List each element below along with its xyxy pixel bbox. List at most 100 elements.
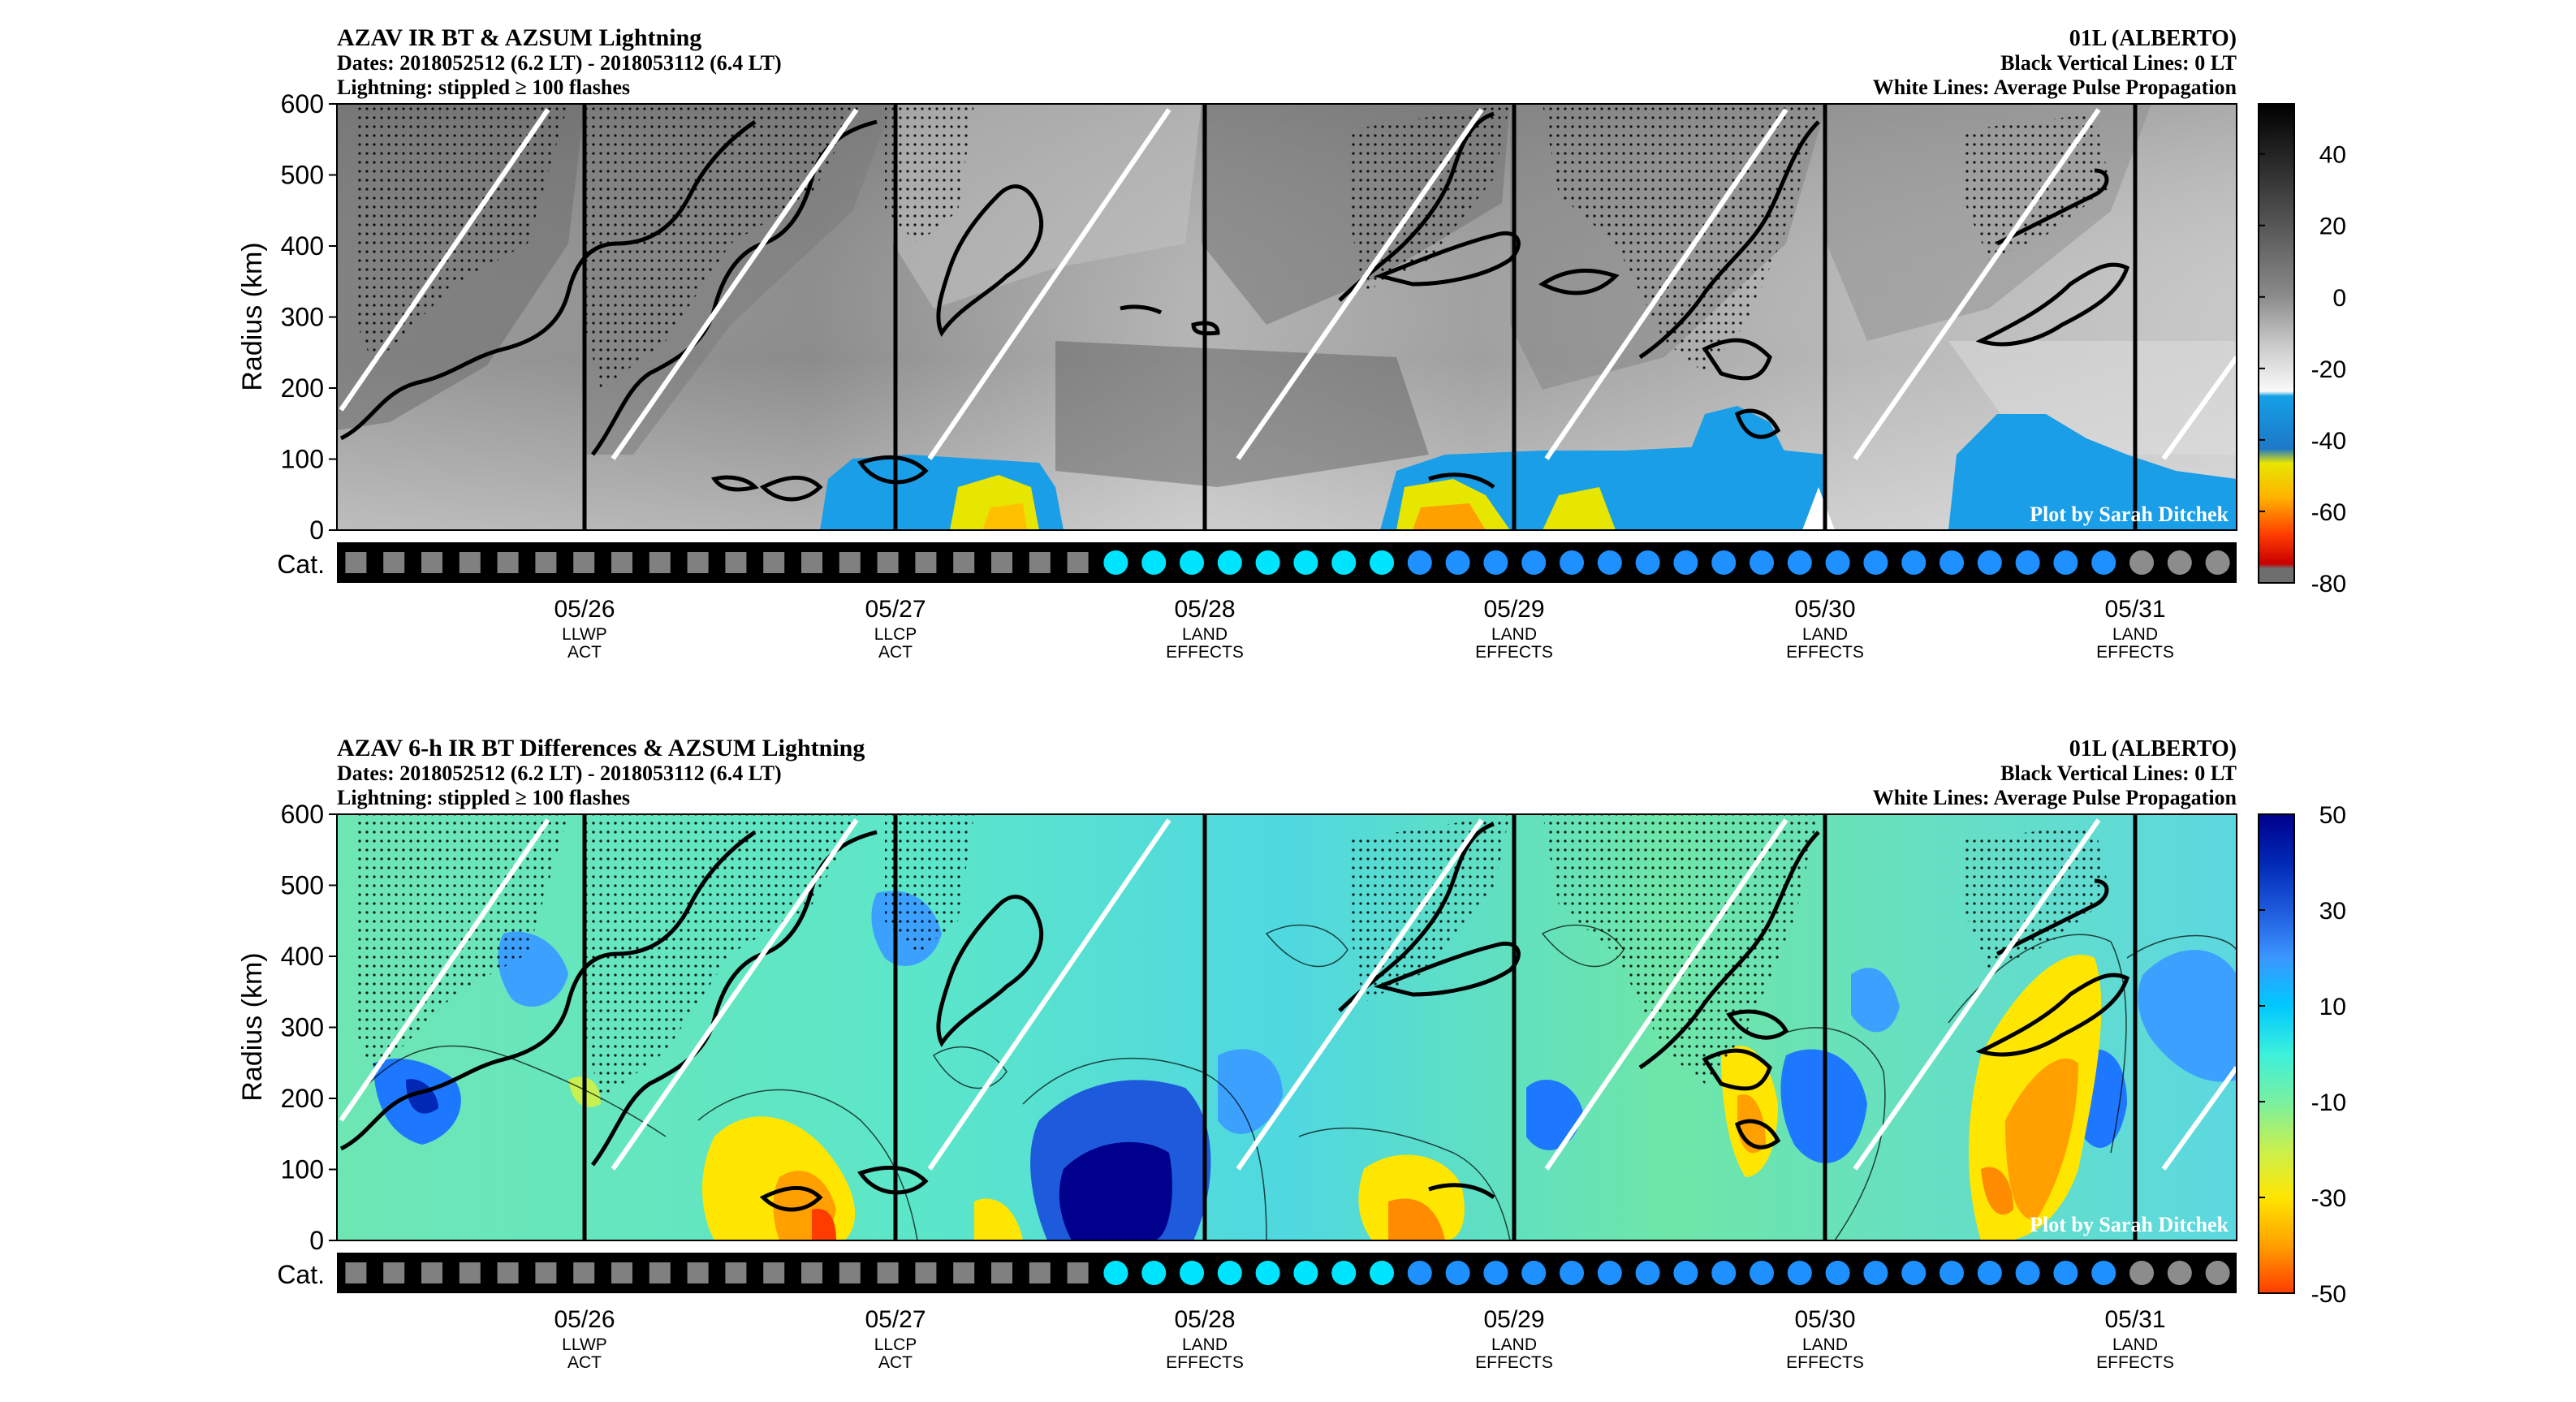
x-tick-label: 05/26 <box>554 596 615 623</box>
category-marker <box>1331 550 1357 575</box>
vline-note: Black Vertical Lines: 0 LT <box>2000 51 2237 75</box>
y-tick-label: 100 <box>281 445 324 474</box>
panel-title: AZAV 6-h IR BT Differences & AZSUM Light… <box>337 735 865 761</box>
y-axis: 0 100 200 300 400 500 600 <box>281 89 337 545</box>
colorbar-tick-label: 50 <box>2319 802 2346 829</box>
category-marker <box>1217 1261 1242 1285</box>
x-event-label: LAND <box>2112 1335 2158 1354</box>
category-marker <box>2129 550 2154 575</box>
x-event-label: LAND <box>1802 625 1848 644</box>
colorbar-tick-label: 20 <box>2319 214 2346 240</box>
category-marker <box>1863 1261 1888 1285</box>
category-marker <box>573 552 595 573</box>
x-event-label: ACT <box>878 1353 913 1372</box>
category-marker <box>2167 1261 2192 1285</box>
category-marker <box>1597 1261 1622 1285</box>
category-marker <box>1901 1261 1927 1285</box>
panel-title: AZAV IR BT & AZSUM Lightning <box>337 24 701 51</box>
category-marker <box>611 1262 632 1283</box>
category-marker <box>1255 1261 1280 1285</box>
y-tick-label: 0 <box>309 1226 324 1255</box>
category-marker <box>421 552 442 573</box>
category-marker <box>1141 1261 1167 1285</box>
category-marker <box>1711 550 1737 575</box>
category-marker <box>459 1262 481 1283</box>
x-tick-label: 05/29 <box>1483 596 1544 623</box>
y-tick-label: 200 <box>281 373 324 403</box>
whiteline-note: White Lines: Average Pulse Propagation <box>1873 75 2237 99</box>
category-marker <box>953 1262 975 1283</box>
heatmap-ir-bt-diff: Plot by Sarah Ditchek <box>337 814 2237 1240</box>
category-marker <box>1901 550 1927 575</box>
category-marker <box>1067 552 1089 573</box>
category-marker <box>497 552 519 573</box>
category-marker <box>649 552 671 573</box>
colorbar-tick-label: -60 <box>2311 499 2346 526</box>
x-event-label: LAND <box>1491 625 1537 644</box>
lightning-note: Lightning: stippled ≥ 100 flashes <box>337 786 630 809</box>
category-marker <box>2091 550 2116 575</box>
colorbar-tick-label: 10 <box>2319 994 2346 1020</box>
category-marker <box>953 552 975 573</box>
category-marker <box>1407 550 1432 575</box>
x-event-label: EFFECTS <box>2096 1353 2174 1372</box>
category-marker <box>1103 550 1128 575</box>
panel-dates: Dates: 2018052512 (6.2 LT) - 2018053112 … <box>337 761 782 785</box>
colorbar-ticks: 50 30 10 -10 -30 -50 <box>2259 802 2346 1308</box>
category-markers <box>345 1261 2230 1285</box>
category-marker <box>1445 1261 1470 1285</box>
x-event-label: EFFECTS <box>1786 1353 1864 1372</box>
colorbar-tick-label: 30 <box>2319 898 2346 925</box>
category-marker <box>877 552 899 573</box>
category-marker <box>345 1262 367 1283</box>
x-event-label: LLWP <box>562 625 607 644</box>
category-marker <box>1560 1261 1584 1285</box>
panel-ir-bt-diff: AZAV 6-h IR BT Differences & AZSUM Light… <box>237 735 2346 1372</box>
category-marker <box>915 1262 937 1283</box>
category-marker <box>1977 1261 2002 1285</box>
x-event-label: ACT <box>567 643 602 662</box>
category-marker <box>1521 1261 1547 1285</box>
y-tick-label: 500 <box>281 161 324 190</box>
category-marker <box>1711 1261 1737 1285</box>
category-marker <box>2015 550 2040 575</box>
x-tick-label: 05/27 <box>865 596 926 623</box>
x-event-label: LLCP <box>874 1335 917 1354</box>
x-event-label: LAND <box>1182 1335 1228 1354</box>
x-tick-label: 05/29 <box>1483 1306 1544 1333</box>
category-marker <box>1635 550 1660 575</box>
category-marker <box>1787 550 1812 575</box>
colorbar-ticks: 40 20 0 -20 -40 -60 -80 <box>2259 142 2346 597</box>
x-tick-label: 05/28 <box>1174 1306 1235 1333</box>
storm-name: 01L (ALBERTO) <box>2069 26 2237 51</box>
category-marker <box>1141 550 1167 575</box>
category-label: Cat. <box>277 550 325 579</box>
colorbar <box>2258 103 2295 584</box>
category-marker <box>991 552 1012 573</box>
category-marker <box>1445 550 1470 575</box>
y-tick-label: 400 <box>281 231 324 261</box>
category-marker <box>1635 1261 1660 1285</box>
category-marker <box>497 1262 519 1283</box>
storm-name: 01L (ALBERTO) <box>2069 736 2237 761</box>
category-marker <box>1103 1261 1128 1285</box>
x-event-label: EFFECTS <box>1166 1353 1244 1372</box>
category-marker <box>2053 550 2078 575</box>
category-marker <box>1673 550 1698 575</box>
x-event-label: EFFECTS <box>1166 643 1244 662</box>
lightning-note: Lightning: stippled ≥ 100 flashes <box>337 75 630 99</box>
category-marker <box>611 552 632 573</box>
x-event-label: LAND <box>1491 1335 1537 1354</box>
y-tick-label: 300 <box>281 1013 324 1042</box>
x-event-label: EFFECTS <box>2096 643 2174 662</box>
category-marker <box>1521 550 1547 575</box>
category-marker <box>1787 1261 1812 1285</box>
x-event-label: ACT <box>567 1353 602 1372</box>
x-event-label: LLCP <box>874 625 917 644</box>
category-marker <box>1483 550 1508 575</box>
category-marker <box>1370 550 1394 575</box>
category-marker <box>1750 550 1774 575</box>
x-tick-label: 05/30 <box>1794 596 1855 623</box>
whiteline-note: White Lines: Average Pulse Propagation <box>1873 786 2237 809</box>
colorbar-tick-label: -80 <box>2311 571 2346 597</box>
